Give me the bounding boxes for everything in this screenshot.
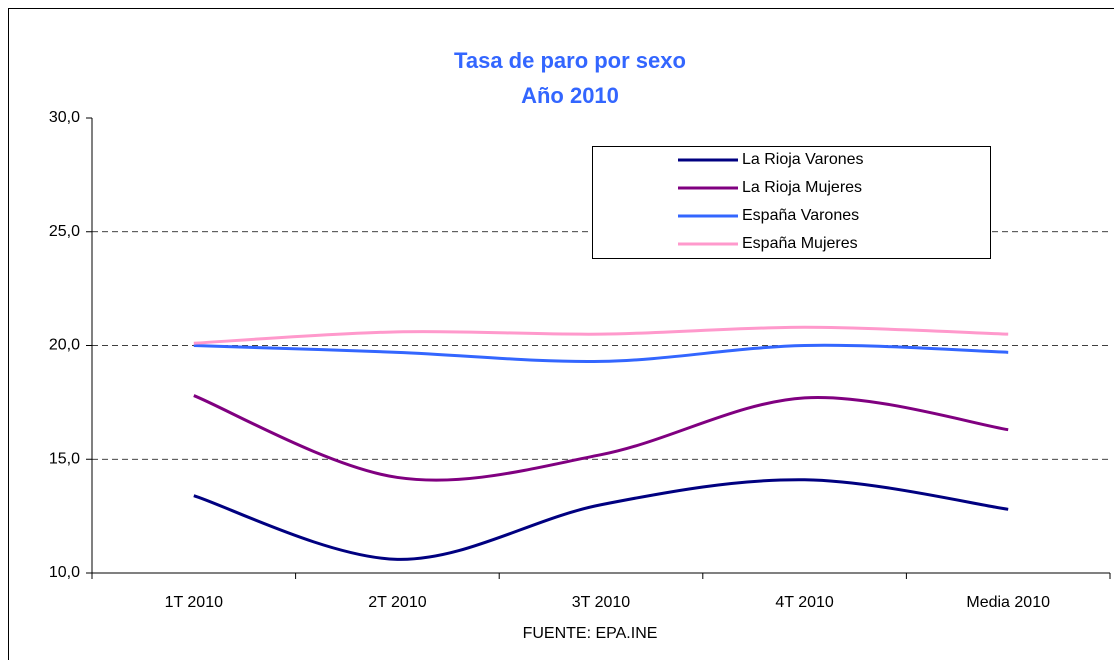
legend-label: La Rioja Varones [742,151,864,168]
y-tick-label: 20,0 [49,337,80,354]
y-tick-label: 25,0 [49,223,80,240]
legend-box [592,146,991,259]
chart-title: Tasa de paro por sexo [454,48,686,73]
y-tick-label: 15,0 [49,450,80,467]
legend-label: España Mujeres [742,235,858,252]
series-line [193,394,1009,482]
x-tick-label: 1T 2010 [165,594,224,611]
x-tick-label: 3T 2010 [572,594,631,611]
x-tick-label: Media 2010 [966,594,1050,611]
x-tick-label: 2T 2010 [368,594,427,611]
series-line [193,343,1009,364]
legend-label: España Varones [742,207,859,224]
x-tick-label: 4T 2010 [775,594,834,611]
legend-label: La Rioja Mujeres [742,179,862,196]
x-axis-label: FUENTE: EPA.INE [523,625,658,642]
series-line [193,325,1009,345]
series-line [193,478,1009,561]
y-tick-label: 30,0 [49,109,80,126]
y-tick-label: 10,0 [49,564,80,581]
chart-subtitle: Año 2010 [521,83,619,108]
